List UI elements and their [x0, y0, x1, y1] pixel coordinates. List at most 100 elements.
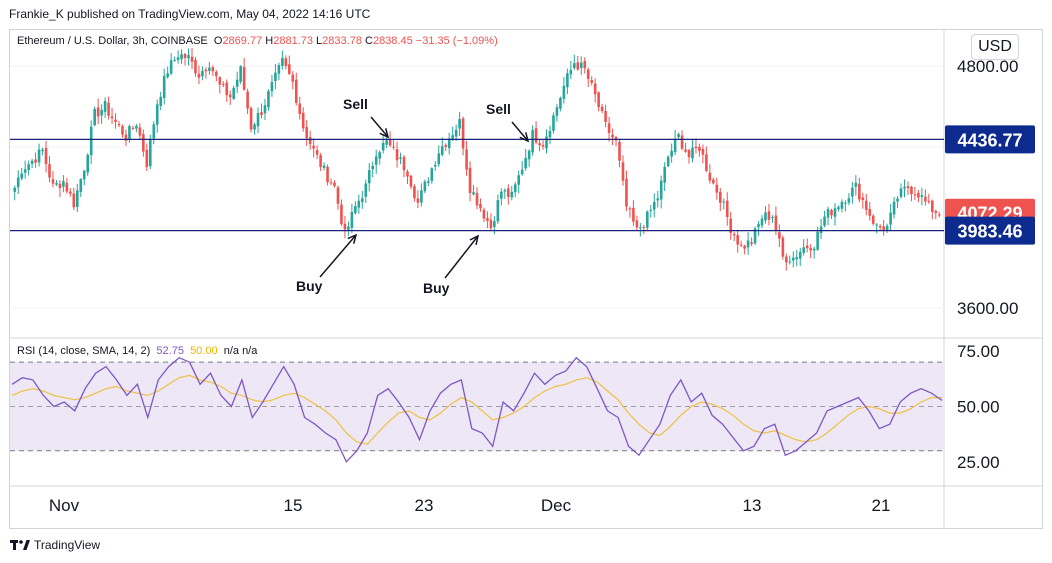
candle-body: [294, 79, 298, 103]
rsi-value: 52.75: [156, 345, 184, 357]
candle-body: [361, 198, 364, 203]
price-label: 4436.77: [957, 130, 1022, 150]
candle-body: [260, 112, 263, 115]
candle-body: [308, 137, 312, 145]
candle-body: [242, 67, 246, 90]
candle-body: [878, 225, 882, 228]
candle-body: [632, 207, 635, 222]
candle-body: [569, 69, 573, 75]
open-label: O: [213, 35, 223, 47]
candle-body: [861, 197, 865, 201]
candle-body: [621, 162, 625, 181]
high-label: H: [265, 35, 274, 47]
price-label-box: [945, 216, 1035, 245]
candle-body: [604, 111, 607, 122]
rsi-line: [11, 356, 943, 463]
candle-body: [374, 156, 378, 165]
candle-body: [646, 211, 649, 228]
candle-body: [764, 212, 767, 221]
candle-body: [739, 244, 743, 246]
symbol-legend: Ethereum / U.S. Dollar, 3h, COINBASE O28…: [17, 35, 498, 47]
candle-body: [288, 64, 291, 74]
candle-body: [482, 209, 486, 219]
candle-body: [413, 186, 416, 199]
candle-body: [371, 165, 375, 170]
candle-body: [830, 209, 833, 216]
high-value: 2881.73: [273, 35, 313, 47]
candle-body: [635, 220, 639, 228]
candle-body: [440, 146, 444, 155]
candle-body: [204, 69, 208, 72]
candle-body: [340, 204, 343, 225]
candle-body: [291, 74, 295, 82]
candle-body: [611, 134, 614, 138]
time-axis-tick: Nov: [49, 496, 80, 515]
candle-body: [423, 181, 427, 192]
annotation-arrow-head: [379, 128, 390, 139]
candle-body: [666, 156, 670, 167]
candle-body: [854, 182, 858, 187]
candle-body: [868, 209, 872, 216]
candle-body: [458, 119, 461, 129]
candle-body: [788, 261, 792, 263]
candle-body: [256, 112, 260, 127]
candle-body: [816, 231, 819, 250]
candle-body: [270, 82, 274, 92]
candle-body: [93, 108, 96, 126]
candle-body: [225, 82, 229, 96]
candle-body: [576, 62, 580, 70]
candle-body: [538, 143, 541, 146]
candle-body: [625, 178, 628, 207]
candle-body: [652, 201, 656, 210]
candle-body: [322, 165, 326, 169]
candle-body: [847, 198, 851, 203]
candle-body: [138, 127, 142, 136]
candle-body: [708, 172, 712, 181]
candle-body: [812, 248, 816, 251]
candle-body: [600, 106, 604, 111]
candle-body: [16, 177, 20, 188]
candle-body: [82, 170, 86, 180]
candle-body: [169, 60, 173, 74]
annotation-arrow-line: [511, 121, 529, 142]
candle-body: [190, 56, 194, 62]
candle-body: [211, 67, 215, 72]
candle-body: [798, 251, 802, 259]
candle-body: [677, 134, 680, 138]
candle-body: [51, 179, 55, 184]
candle-body: [590, 80, 593, 83]
candle-body: [687, 150, 691, 158]
candle-body: [659, 180, 663, 200]
candle-body: [41, 149, 44, 152]
rsi-sma-value: 50.00: [190, 345, 218, 357]
candle-body: [34, 159, 37, 163]
candle-body: [517, 175, 521, 185]
candle-body: [500, 191, 503, 199]
candle-body: [562, 85, 566, 99]
candle-body: [128, 126, 131, 139]
time-axis-tick: Dec: [541, 496, 572, 515]
rsi-axis-tick: 75.00: [957, 342, 1000, 361]
candle-body: [760, 218, 764, 226]
candle-body: [218, 77, 222, 85]
candle-body: [399, 157, 402, 159]
open-value: 2869.77: [222, 35, 263, 47]
currency-button[interactable]: USD: [971, 34, 1019, 60]
annotation-arrow-head: [519, 132, 530, 143]
price-label-box: [945, 125, 1035, 154]
candle-body: [924, 196, 927, 202]
candle-body: [684, 149, 687, 152]
candle-body: [718, 191, 722, 203]
candle-body: [496, 200, 500, 222]
candle-body: [395, 149, 399, 161]
candle-body: [489, 219, 493, 229]
candle-body: [805, 245, 809, 249]
candle-body: [705, 154, 708, 171]
candle-body: [858, 183, 861, 200]
low-label: L: [316, 35, 323, 47]
publisher-line: Frankie_K published on TradingView.com, …: [9, 7, 371, 21]
candle-body: [649, 209, 653, 211]
candle-body: [13, 187, 17, 192]
candle-body: [208, 67, 211, 71]
